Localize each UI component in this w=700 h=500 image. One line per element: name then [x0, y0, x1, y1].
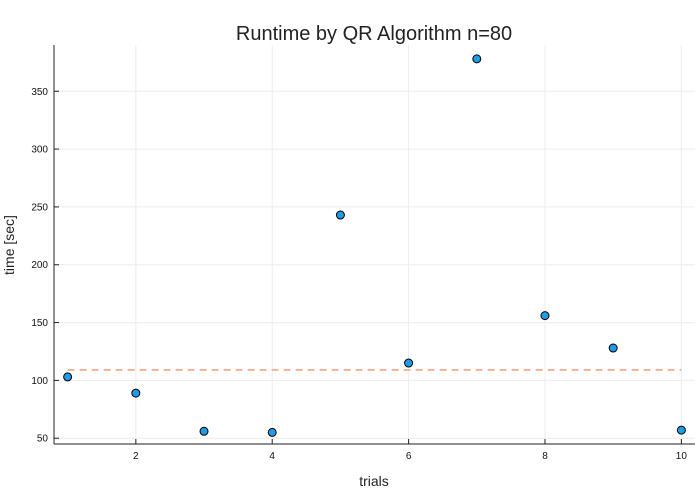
y-tick-label: 300: [31, 145, 48, 156]
data-point: [267, 427, 277, 437]
y-axis-label: time [sec]: [1, 215, 17, 275]
data-point: [540, 311, 550, 321]
data-point: [131, 388, 141, 398]
x-tick-label: 6: [406, 451, 412, 462]
y-tick-label: 350: [31, 87, 48, 98]
data-point: [608, 343, 618, 353]
y-axis: 50 100 150 200 250 300 350: [31, 45, 59, 445]
y-tick-label: 200: [31, 260, 48, 271]
x-axis-label: trials: [359, 473, 389, 489]
data-point: [335, 210, 345, 220]
chart-title: Runtime by QR Algorithm n=80: [236, 23, 512, 45]
data-point: [472, 54, 482, 64]
data-point: [676, 425, 686, 435]
x-axis: 2 4 6 8 10: [54, 439, 695, 462]
data-point: [404, 358, 414, 368]
x-tick-label: 8: [542, 451, 548, 462]
data-point: [199, 426, 209, 436]
data-points: [63, 54, 686, 437]
y-tick-label: 100: [31, 376, 48, 387]
x-tick-label: 4: [269, 451, 275, 462]
y-tick-label: 50: [37, 434, 49, 445]
data-point: [63, 372, 73, 382]
y-tick-label: 250: [31, 202, 48, 213]
grid-lines: [54, 45, 695, 444]
x-tick-label: 2: [133, 451, 139, 462]
x-tick-label: 10: [676, 451, 688, 462]
y-tick-label: 150: [31, 318, 48, 329]
